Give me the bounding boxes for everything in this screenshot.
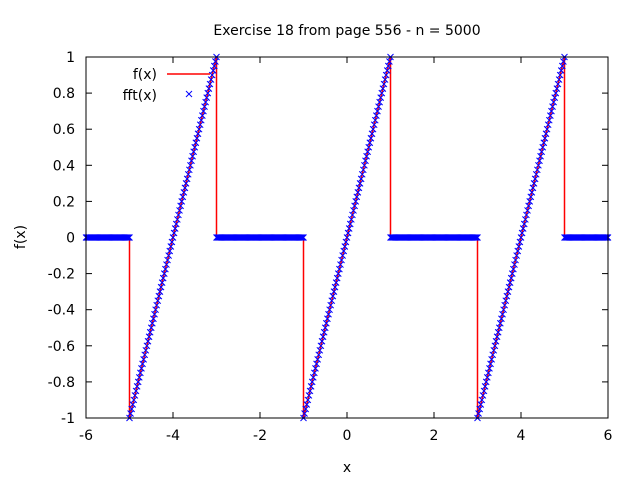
y-tick-label: -0.2 (48, 267, 75, 283)
y-tick-label: -1 (61, 411, 75, 427)
plot-frame (85, 56, 609, 419)
fft-point-marker (126, 234, 133, 241)
x-tick-label: 0 (343, 428, 352, 444)
series-points-fft (82, 53, 612, 422)
x-tick-label: 2 (430, 428, 439, 444)
fft-point-marker (473, 234, 480, 241)
x-tick-label: -4 (166, 428, 180, 444)
y-tick-label: 0.8 (53, 86, 75, 102)
y-tick-label: -0.6 (48, 339, 75, 355)
x-tick-label: -2 (253, 428, 267, 444)
legend: f(x) fft(x) (123, 67, 210, 104)
fft-point-marker (474, 234, 481, 241)
y-tick-label: 0.2 (53, 194, 75, 210)
axis-ticks: -6 -4 -2 0 2 4 6 1 0.8 0.6 0.4 0.2 0 -0.2 -0.4 -0.6 -0.8… (48, 50, 613, 444)
y-tick-label: 0.4 (53, 158, 75, 174)
fft-point-marker (471, 234, 479, 241)
y-tick-label: -0.4 (48, 303, 75, 319)
legend-marker-fft (185, 90, 193, 98)
fft-point-marker (300, 234, 307, 241)
fft-point-marker (125, 234, 132, 241)
y-tick-label: 0.6 (53, 122, 75, 138)
y-tick-label: 1 (66, 50, 75, 66)
fft-point-marker (297, 234, 305, 241)
fft-point-marker (123, 234, 131, 241)
y-tick-label: 0 (66, 231, 75, 247)
fft-point-marker (122, 234, 130, 241)
fft-point-marker (601, 234, 609, 241)
x-tick-label: 6 (604, 428, 613, 444)
x-tick-label: 4 (517, 428, 526, 444)
y-axis-label: f(x) (13, 225, 29, 249)
fft-point-marker (603, 234, 611, 241)
x-tick-label: -6 (79, 428, 93, 444)
fft-point-marker (299, 234, 306, 241)
x-axis-label: x (343, 460, 351, 476)
fft-point-marker (296, 234, 304, 241)
plot-series (82, 53, 612, 422)
legend-label-fx: f(x) (133, 67, 157, 83)
y-tick-label: -0.8 (48, 375, 75, 391)
fft-point-marker (470, 234, 478, 241)
legend-label-fft: fft(x) (123, 88, 157, 104)
chart-title: Exercise 18 from page 556 - n = 5000 (213, 23, 480, 39)
